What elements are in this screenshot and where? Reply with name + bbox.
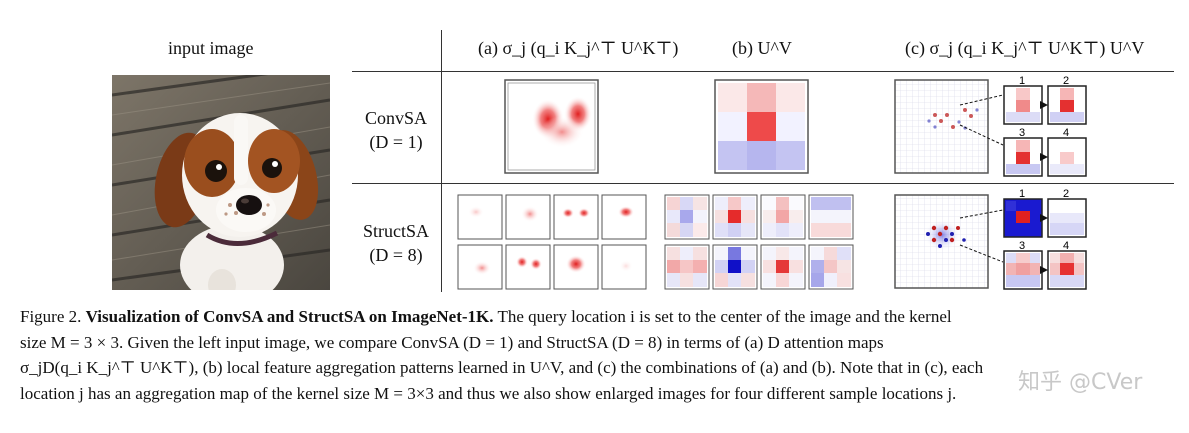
inset-number: 1 <box>1019 188 1025 200</box>
structsa-aggregation-kernels <box>664 194 854 290</box>
row-param: (D = 8) <box>369 245 423 265</box>
column-b-header: (b) U^V <box>732 38 792 58</box>
header-rule <box>352 71 1174 72</box>
caption-prefix: Figure 2. <box>20 307 82 326</box>
convsa-inset-4 <box>1047 137 1087 177</box>
structsa-combination-map <box>894 194 1004 289</box>
column-c-header: (c) σ_j (q_i K_j^⊤ U^K⊤) U^V <box>905 38 1145 58</box>
convsa-aggregation-kernel <box>714 79 809 174</box>
caption-title: Visualization of ConvSA and StructSA on … <box>85 307 494 326</box>
caption-line-3: σ_jD(q_i K_j^⊤ U^K⊤), (b) local feature … <box>20 358 984 377</box>
input-image-label: input image <box>168 38 254 58</box>
puppy-photo <box>112 75 330 290</box>
row-label-convsa: ConvSA (D = 1) <box>352 106 440 154</box>
column-a-header: (a) σ_j (q_i K_j^⊤ U^K⊤) <box>478 38 679 58</box>
watermark: 知乎 @CVer <box>1018 370 1143 395</box>
inset-number: 4 <box>1063 127 1069 139</box>
inset-number: 1 <box>1019 75 1025 87</box>
row-divider <box>352 183 1174 184</box>
caption-text: The query location i is set to the cente… <box>497 307 952 326</box>
structsa-inset-4 <box>1047 250 1087 290</box>
caption-line-1: Figure 2. Visualization of ConvSA and St… <box>20 304 1172 330</box>
convsa-inset-3 <box>1003 137 1043 177</box>
inset-number: 3 <box>1019 127 1025 139</box>
vertical-divider <box>441 30 442 292</box>
structsa-inset-3 <box>1003 250 1043 290</box>
row-name: ConvSA <box>364 108 427 128</box>
figure-caption: Figure 2. Visualization of ConvSA and St… <box>20 304 1172 406</box>
structsa-inset-1 <box>1003 198 1043 238</box>
row-name: StructSA <box>362 221 429 241</box>
convsa-combination-map <box>894 79 1004 174</box>
inset-number: 3 <box>1019 240 1025 252</box>
convsa-inset-2 <box>1047 85 1087 125</box>
caption-line-4: location j has an aggregation map of the… <box>20 383 957 403</box>
inset-number: 4 <box>1063 240 1069 252</box>
convsa-inset-1 <box>1003 85 1043 125</box>
row-param: (D = 1) <box>369 132 423 152</box>
inset-number: 2 <box>1063 75 1069 87</box>
caption-line-2: size M = 3 × 3. Given the left input ima… <box>20 332 884 352</box>
structsa-inset-2 <box>1047 198 1087 238</box>
row-label-structsa: StructSA (D = 8) <box>352 219 440 267</box>
convsa-attention-map <box>504 79 599 174</box>
attention-visualization: 1 2 3 4 1 2 3 4 <box>457 75 1087 290</box>
structsa-attention-maps <box>457 194 647 290</box>
inset-number: 2 <box>1063 188 1069 200</box>
